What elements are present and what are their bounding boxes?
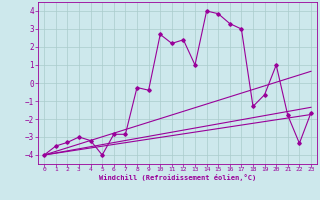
- X-axis label: Windchill (Refroidissement éolien,°C): Windchill (Refroidissement éolien,°C): [99, 174, 256, 181]
